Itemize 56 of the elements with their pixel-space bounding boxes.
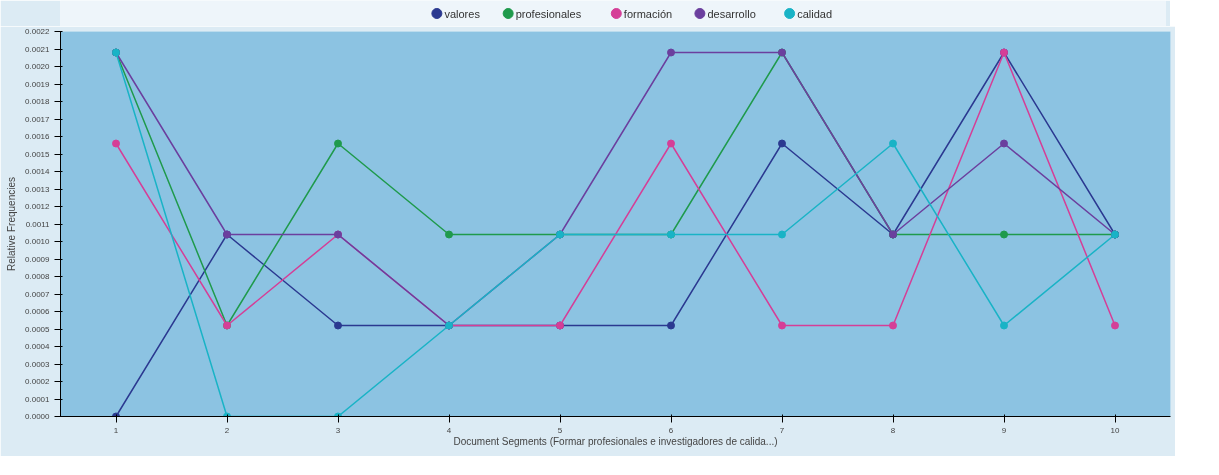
point: [667, 139, 675, 148]
point: [334, 321, 342, 330]
point: [445, 230, 453, 239]
y-tick-label: 0.0011: [25, 219, 51, 229]
x-tick-label: 9: [1001, 425, 1007, 435]
x-tick-label: 2: [224, 425, 230, 435]
y-tick-label: 0.0021: [25, 44, 51, 54]
x-tick-label: 4: [446, 425, 452, 435]
y-tick-label: 0.0000: [25, 412, 51, 421]
legend-label: valores: [444, 7, 481, 20]
legend-label: calidad: [797, 7, 833, 20]
legend-label: formación: [623, 7, 673, 20]
x-tick-label: 7: [779, 425, 785, 435]
x-tick-label: 5: [557, 425, 563, 435]
y-tick-label: 0.0022: [25, 27, 51, 36]
y-tick-label: 0.0005: [25, 324, 51, 334]
point: [778, 230, 786, 239]
y-tick-label: 0.0015: [25, 149, 51, 159]
legend-label: desarrollo: [707, 7, 756, 20]
y-tick-label: 0.0020: [25, 62, 51, 71]
x-tick-label: 1: [113, 425, 119, 435]
y-tick-label: 0.0017: [25, 114, 51, 124]
y-tick-label: 0.0002: [25, 377, 51, 386]
point: [778, 321, 786, 330]
y-tick-label: 0.0009: [25, 254, 51, 264]
x-tick-label: 8: [890, 425, 896, 435]
point: [667, 48, 675, 57]
y-tick-label: 0.0001: [25, 394, 51, 404]
point: [889, 139, 897, 148]
x-tick-label: 6: [668, 425, 674, 435]
y-tick-label: 0.0010: [25, 237, 51, 246]
point: [667, 321, 675, 330]
legend-label: profesionales: [515, 7, 582, 20]
point: [889, 321, 897, 330]
y-tick-label: 0.0008: [25, 272, 51, 281]
x-axis-title: Document Segments (Formar profesionales e investigadores de calida...): [453, 435, 778, 447]
x-tick-label: 10: [1110, 425, 1120, 435]
y-tick-label: 0.0016: [25, 132, 51, 141]
point: [112, 139, 120, 148]
y-tick-label: 0.0014: [25, 167, 51, 176]
y-tick-label: 0.0018: [25, 97, 51, 106]
y-tick-label: 0.0003: [25, 359, 51, 369]
point: [334, 139, 342, 148]
point: [1000, 321, 1008, 330]
point: [1000, 230, 1008, 239]
x-tick-label: 3: [335, 425, 341, 435]
y-tick-label: 0.0019: [25, 79, 51, 89]
y-tick-label: 0.0013: [25, 184, 51, 194]
y-tick-label: 0.0006: [25, 307, 51, 316]
y-axis-title: Relative Frequencies: [6, 177, 18, 271]
point: [1000, 139, 1008, 148]
point: [778, 139, 786, 148]
point: [1111, 321, 1119, 330]
y-tick-label: 0.0007: [25, 289, 51, 299]
y-tick-label: 0.0012: [25, 202, 51, 211]
y-tick-label: 0.0004: [25, 342, 51, 351]
